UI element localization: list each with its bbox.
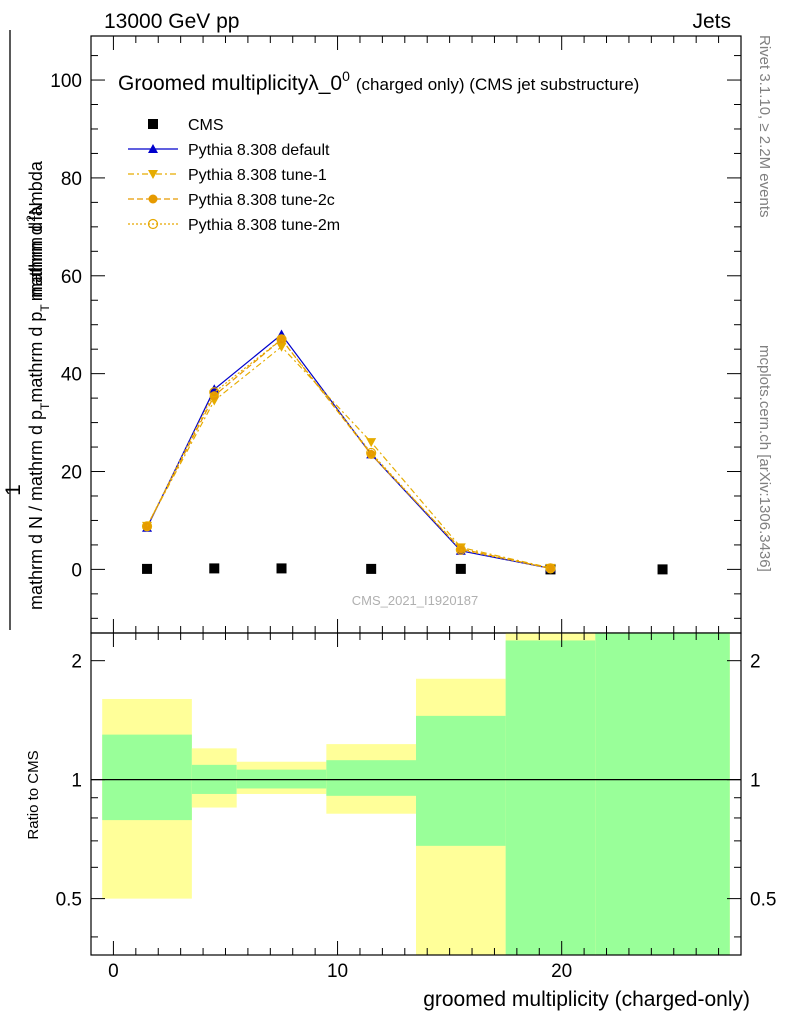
ratio-band-green-5 [505,640,596,955]
series-4 [141,334,556,574]
header-right: Jets [692,10,731,33]
data-point-4-2 [276,334,287,345]
legend-marker-4 [147,218,159,230]
data-point-0-4 [455,563,466,574]
ratio-y-tick-label-left-2: 2 [71,652,82,673]
series-0 [142,563,668,575]
data-point-3-1 [209,391,219,401]
series-line-3 [146,338,551,569]
ratio-y-tick-label-left-0: 0.5 [56,890,82,911]
series-3 [142,334,555,573]
y-label-denominator: mathrm d N / mathrm d pTmathrm d pTmathr… [26,160,52,610]
ratio-band-green-3 [326,760,416,796]
data-point-2-3 [366,438,377,448]
y-tick-label-1: 20 [61,463,82,484]
x-tick-label-2: 20 [551,961,572,982]
ratio-plot: 0 10 20 0.5 0.5 1 1 2 2 [56,632,776,982]
y-tick-label-2: 40 [61,365,82,386]
y-label-one: 1 [2,484,25,496]
data-point-4-5 [545,563,556,574]
header-left: 13000 GeV pp [104,10,239,33]
legend-label-1: Pythia 8.308 default [188,142,330,159]
ratio-band-green-0 [102,734,192,821]
ratio-xlabel: groomed multiplicity (charged-only) [423,988,750,1011]
data-point-2-2 [276,342,287,352]
data-point-0-1 [209,563,220,574]
ratio-y-tick-label-right-2: 2 [750,652,761,673]
ratio-y-tick-label-right-0: 0.5 [750,890,776,911]
chart-title: Groomed multiplicityλ_00 (charged only) (… [118,68,639,95]
rivet-label: Rivet 3.1.10, ≥ 2.2M events [756,35,773,218]
ratio-frame [90,632,742,956]
legend-marker-3 [148,194,158,204]
series-line-4 [146,338,551,569]
data-point-0-3 [366,563,377,574]
watermark: CMS_2021_I1920187 [352,593,479,608]
legend-label-2: Pythia 8.308 tune-1 [188,167,327,184]
data-point-0-0 [142,563,153,574]
legend-marker-1 [148,144,158,153]
legend-marker-0 [148,119,158,129]
series-2 [142,342,556,573]
data-point-4-3 [366,447,377,459]
x-tick-label-1: 10 [327,961,348,982]
series-line-1 [146,333,551,569]
legend-marker-2 [148,170,158,179]
ratio-band-green-4 [416,715,506,846]
ratio-ylabel: Ratio to CMS [25,750,42,839]
data-point-4-1 [209,387,220,398]
y-tick-label-0: 0 [71,560,82,581]
legend-label-4: Pythia 8.308 tune-2m [188,217,340,234]
series-1 [142,329,556,573]
ratio-y-tick-label-left-1: 1 [71,771,82,792]
data-point-0-2 [276,563,287,574]
y-tick-label-3: 60 [61,267,82,288]
y-label-numerator: mathrm d2N [24,202,46,298]
data-point-3-5 [545,563,555,573]
mcplots-label: mcplots.cern.ch [arXiv:1306.3436] [756,345,773,572]
ratio-y-tick-label-right-1: 1 [750,771,761,792]
y-tick-label-4: 80 [61,169,82,190]
x-tick-label-0: 0 [108,961,119,982]
data-point-1-1 [209,384,220,394]
legend-label-0: CMS [188,117,224,134]
legend-label-3: Pythia 8.308 tune-2c [188,192,335,209]
y-tick-label-5: 100 [50,71,82,92]
main-plot: 0 20 40 60 80 100 Groomed multiplicityλ_00 (cha… [2,30,742,634]
ratio-band-green-6 [595,633,730,955]
data-point-4-4 [455,544,466,555]
series-line-2 [146,345,551,569]
data-point-0-6 [657,564,668,575]
legend: CMS Pythia 8.308 default Pythia 8.308 tune… [128,117,340,234]
data-point-4-0 [141,521,153,532]
